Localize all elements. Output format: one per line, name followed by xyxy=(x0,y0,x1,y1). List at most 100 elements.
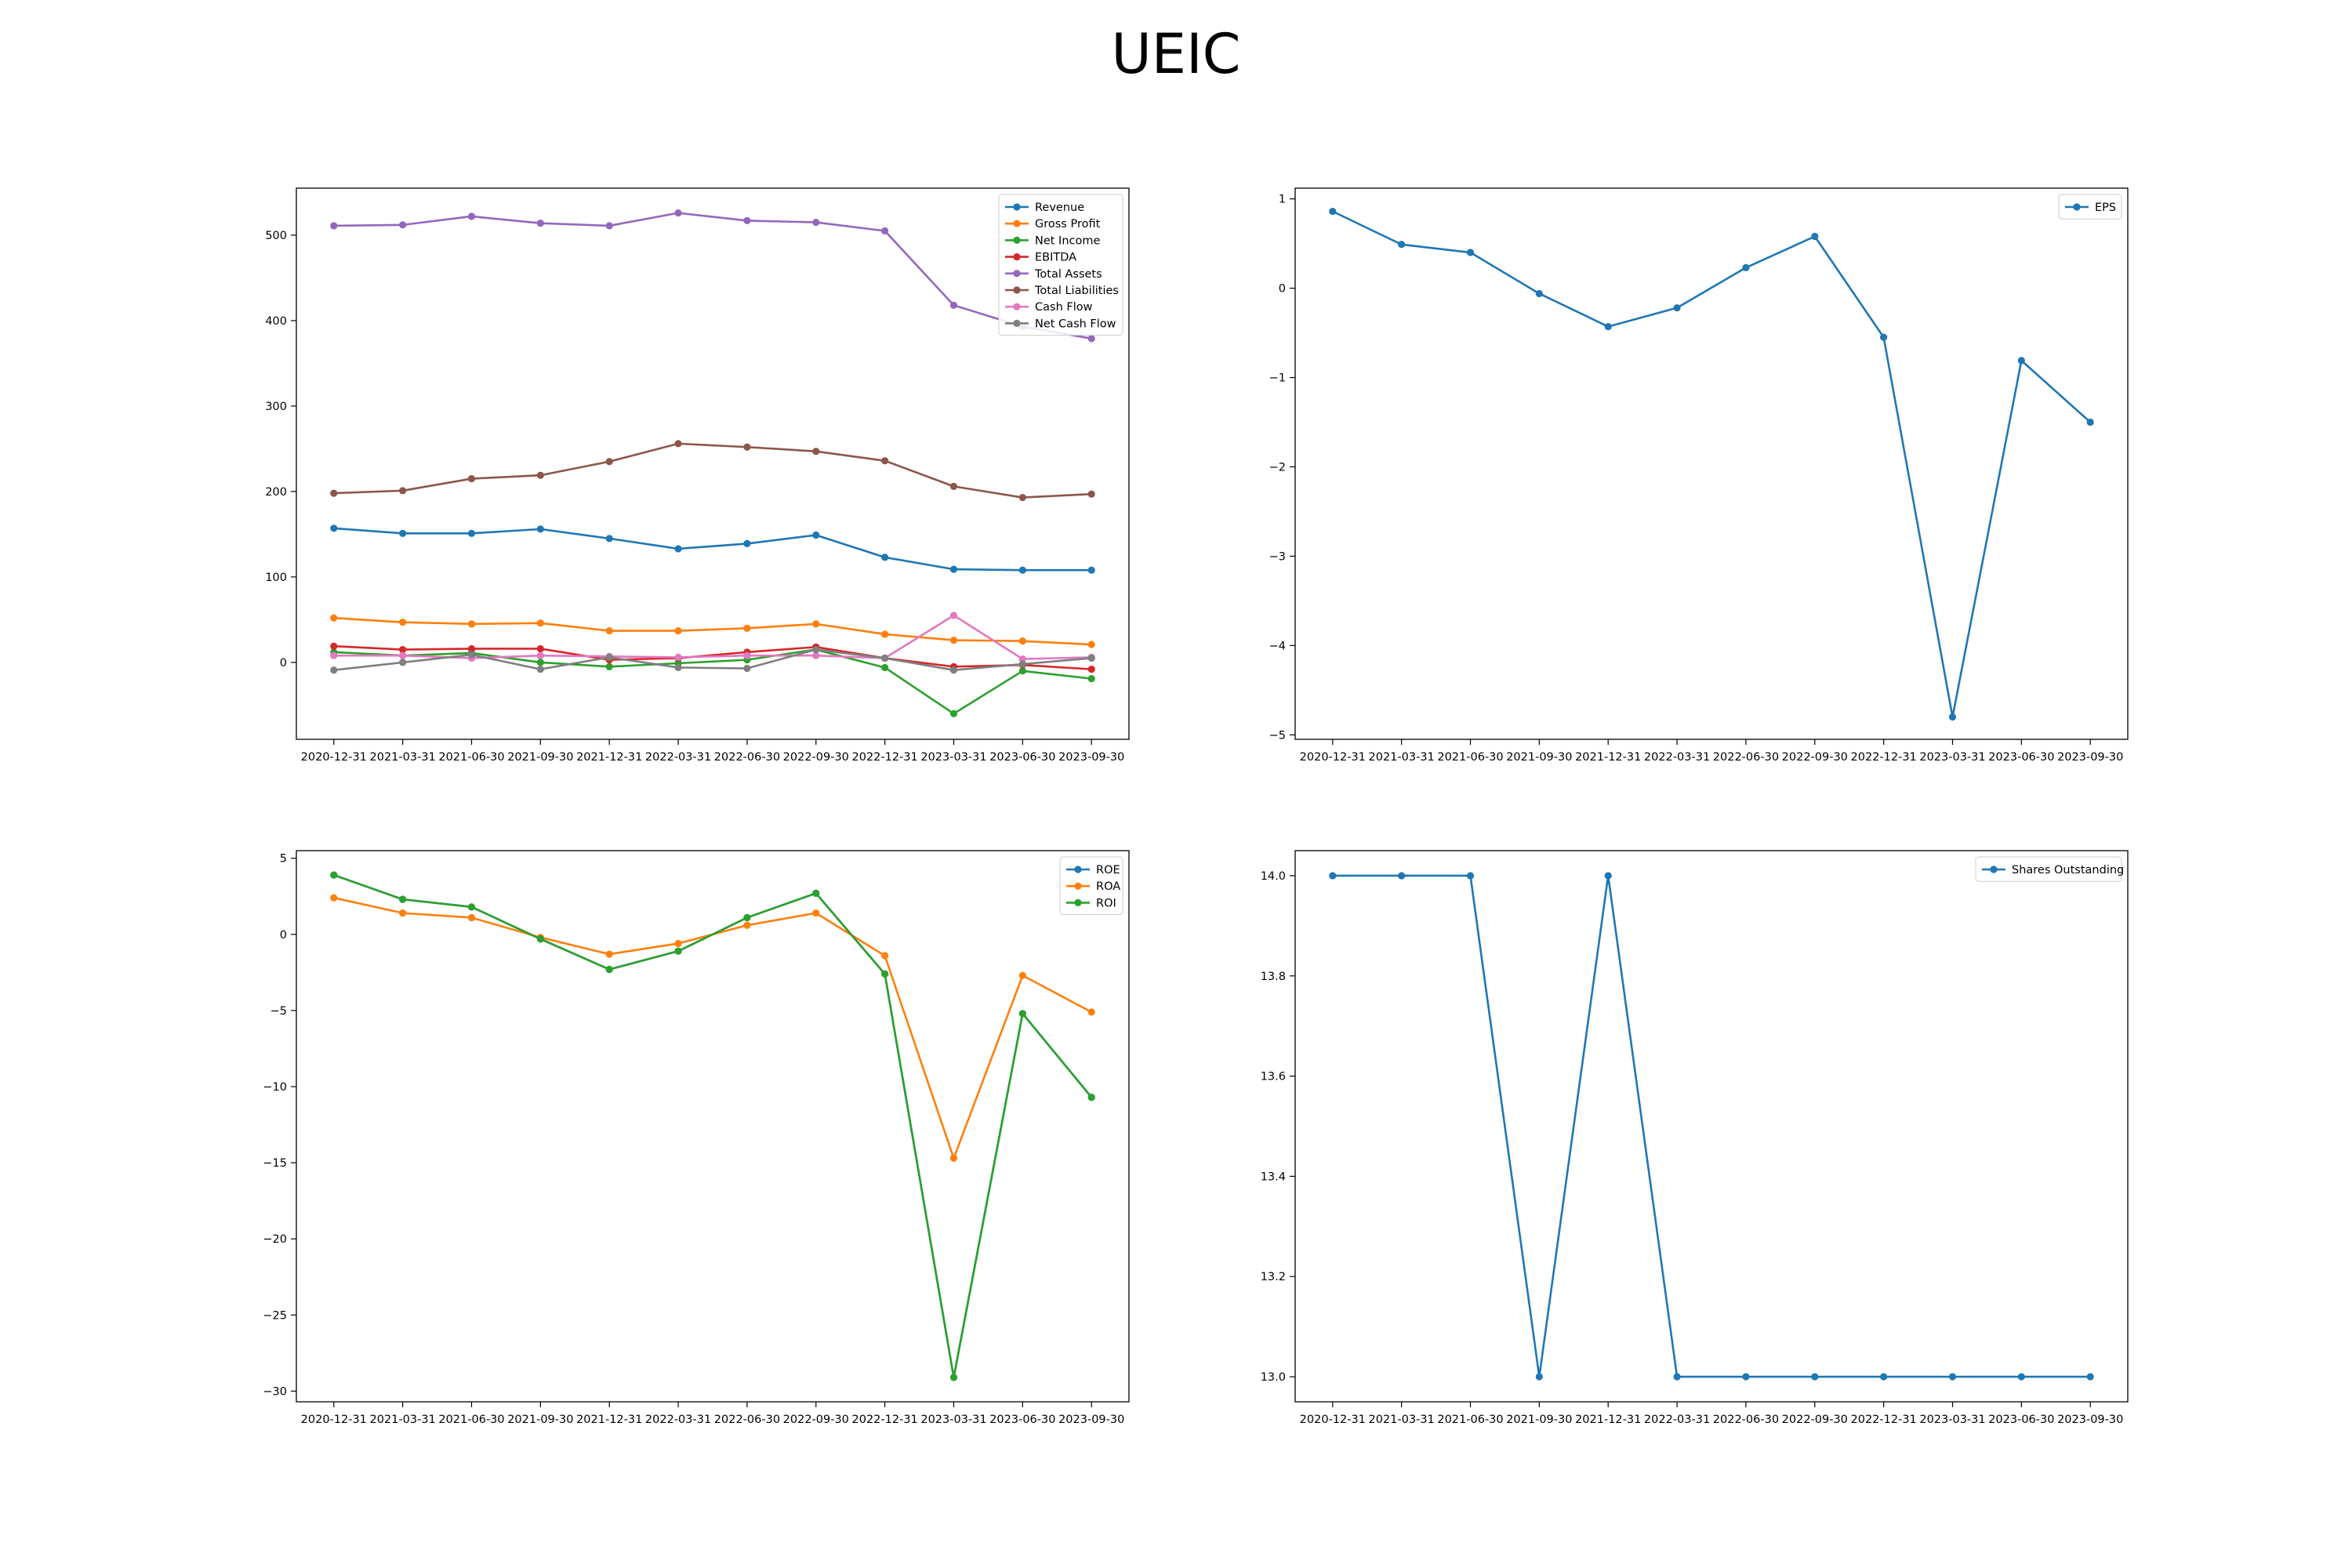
legend-label: Net Cash Flow xyxy=(1035,318,1116,330)
legend-label: EPS xyxy=(2095,201,2116,214)
data-point xyxy=(467,913,476,922)
data-point xyxy=(1673,304,1681,312)
data-point xyxy=(1398,872,1406,880)
y-tick-label: 200 xyxy=(265,486,287,499)
chart-1: 2020-12-31 2021-03-31 2021-06-30 2021-09-30… xyxy=(265,187,1130,764)
data-point xyxy=(1948,713,1957,721)
plot-frame xyxy=(296,850,1130,1403)
legend-label: Net Income xyxy=(1035,234,1100,247)
x-tick-label: 2022-03-31 xyxy=(645,751,711,764)
data-point xyxy=(399,619,407,626)
x-tick-label: 2022-03-31 xyxy=(1644,751,1710,764)
x-tick-label: 2021-12-31 xyxy=(1575,751,1641,764)
x-tick-label: 2022-12-31 xyxy=(1851,1414,1917,1426)
data-point xyxy=(949,666,958,674)
data-point xyxy=(536,935,544,943)
data-point xyxy=(1087,666,1095,673)
x-tick-label: 2022-12-31 xyxy=(852,751,918,764)
y-tick-label: 1 xyxy=(1279,194,1286,206)
series-line xyxy=(333,896,1092,1160)
x-tick-label: 2021-03-31 xyxy=(370,1414,436,1426)
x-tick-label: 2023-06-30 xyxy=(989,751,1055,764)
data-point xyxy=(812,889,820,897)
x-tick-label: 2021-12-31 xyxy=(576,1414,642,1426)
data-point xyxy=(330,222,338,230)
x-tick-label: 2021-06-30 xyxy=(1437,751,1503,764)
legend-marker xyxy=(1013,319,1021,327)
legend-box xyxy=(1975,856,2122,882)
legend-marker xyxy=(1074,898,1082,906)
data-point xyxy=(536,525,544,533)
y-tick-label: −1 xyxy=(1269,372,1286,385)
legend: Revenue Gross Profit Net Income EBITDA Total… xyxy=(998,194,1123,336)
data-point xyxy=(1018,566,1026,574)
data-point xyxy=(881,952,889,960)
x-tick-label: 2022-06-30 xyxy=(714,1414,780,1426)
data-point xyxy=(605,950,613,958)
data-point xyxy=(536,220,544,227)
series-line xyxy=(333,648,1092,715)
y-tick-label: 5 xyxy=(280,853,287,866)
data-point xyxy=(330,652,338,659)
data-point xyxy=(1087,490,1095,498)
x-tick-label: 2021-09-30 xyxy=(1506,751,1572,764)
data-point xyxy=(399,909,407,917)
data-point xyxy=(1948,1373,1957,1381)
x-tick-label: 2021-12-31 xyxy=(1575,1414,1641,1426)
data-point xyxy=(467,651,476,659)
series-line xyxy=(333,648,1092,672)
y-tick-label: −15 xyxy=(263,1157,287,1170)
x-tick-label: 2020-12-31 xyxy=(1300,1414,1366,1426)
chart-3: 2020-12-31 2021-03-31 2021-06-30 2021-09-30… xyxy=(263,850,1130,1426)
data-point xyxy=(1087,641,1095,648)
x-tick-label: 2021-09-30 xyxy=(1506,1414,1572,1426)
x-tick-label: 2021-03-31 xyxy=(1369,751,1435,764)
x-tick-label: 2023-09-30 xyxy=(1058,751,1124,764)
y-tick-label: −5 xyxy=(270,1005,287,1018)
y-tick-label: 13.2 xyxy=(1261,1271,1286,1283)
legend-marker xyxy=(1013,303,1021,310)
data-point xyxy=(743,624,751,632)
data-point xyxy=(743,664,751,673)
data-point xyxy=(1535,289,1543,298)
data-point xyxy=(605,535,613,543)
data-point xyxy=(1018,660,1026,668)
x-tick-label: 2022-09-30 xyxy=(783,751,849,764)
legend-label: Total Liabilities xyxy=(1034,285,1119,297)
data-point xyxy=(536,619,544,627)
series-line xyxy=(333,644,1092,670)
x-tick-label: 2021-09-30 xyxy=(507,1414,573,1426)
data-point xyxy=(330,524,338,532)
legend-marker xyxy=(1013,253,1021,261)
x-tick-label: 2023-09-30 xyxy=(2057,751,2123,764)
figure-title: UEIC xyxy=(1111,22,1241,86)
legend-label: ROI xyxy=(1096,897,1116,909)
series-line xyxy=(333,212,1092,340)
data-point xyxy=(605,626,613,635)
x-tick-label: 2022-12-31 xyxy=(852,1414,918,1426)
x-tick-label: 2021-03-31 xyxy=(1369,1414,1435,1426)
data-point xyxy=(1880,1373,1888,1381)
legend-label: ROA xyxy=(1096,880,1120,893)
series-line xyxy=(333,873,1093,1379)
data-point xyxy=(1087,1008,1095,1016)
data-point xyxy=(743,913,751,922)
y-tick-label: 13.8 xyxy=(1261,971,1286,983)
plot-frame xyxy=(296,187,1130,740)
data-point xyxy=(399,487,407,495)
y-tick-label: 100 xyxy=(265,572,287,584)
y-tick-label: −4 xyxy=(1269,640,1286,652)
legend-label: EBITDA xyxy=(1035,252,1076,264)
data-point xyxy=(881,630,889,638)
series-line xyxy=(333,527,1092,572)
data-point xyxy=(1535,1373,1543,1381)
data-point xyxy=(1880,333,1888,341)
data-point xyxy=(330,614,338,622)
data-point xyxy=(812,652,820,659)
chart-2: 2020-12-31 2021-03-31 2021-06-30 2021-09-30… xyxy=(1269,187,2129,764)
data-point xyxy=(536,652,544,659)
x-tick-label: 2020-12-31 xyxy=(301,1414,367,1426)
x-tick-label: 2021-12-31 xyxy=(576,751,642,764)
y-tick-label: −5 xyxy=(1269,729,1286,742)
data-point xyxy=(1811,1373,1819,1381)
